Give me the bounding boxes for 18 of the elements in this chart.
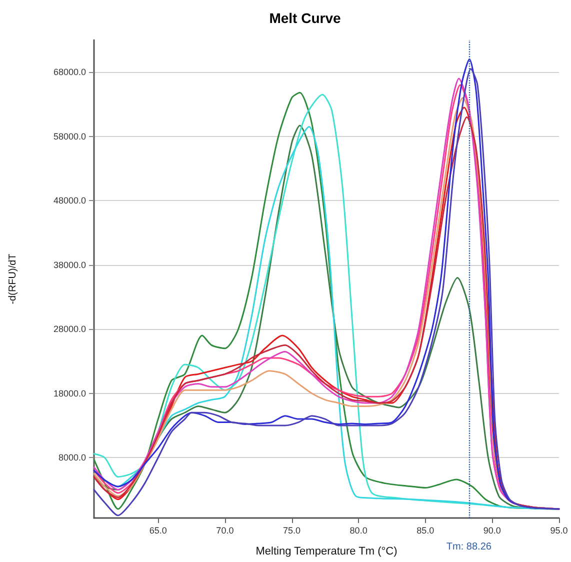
ref-line-label: Tm: 88.26	[446, 542, 492, 552]
x-tick-label: 70.0	[216, 526, 234, 536]
y-tick-label: 68000.0	[53, 67, 86, 78]
x-tick-label: 75.0	[282, 526, 301, 536]
x-tick-label: 85.0	[416, 526, 434, 536]
x-tick-label: 95.0	[550, 526, 568, 536]
x-tick-label: 80.0	[350, 526, 368, 536]
y-axis-title: -d(RFU)/dT	[8, 254, 18, 304]
y-tick-label: 8000.0	[58, 452, 86, 463]
chart-title: Melt Curve	[269, 10, 341, 26]
y-tick-label: 58000.0	[53, 131, 86, 142]
x-tick-label: 90.0	[483, 526, 501, 536]
y-tick-label: 28000.0	[53, 324, 86, 334]
y-tick-label: 38000.0	[53, 260, 86, 270]
x-tick-label: 65.0	[149, 526, 167, 536]
y-tick-label: 48000.0	[53, 196, 86, 206]
y-tick-label: 18000.0	[53, 388, 86, 398]
x-axis-title: Melting Temperature Tm (°C)	[256, 546, 398, 558]
